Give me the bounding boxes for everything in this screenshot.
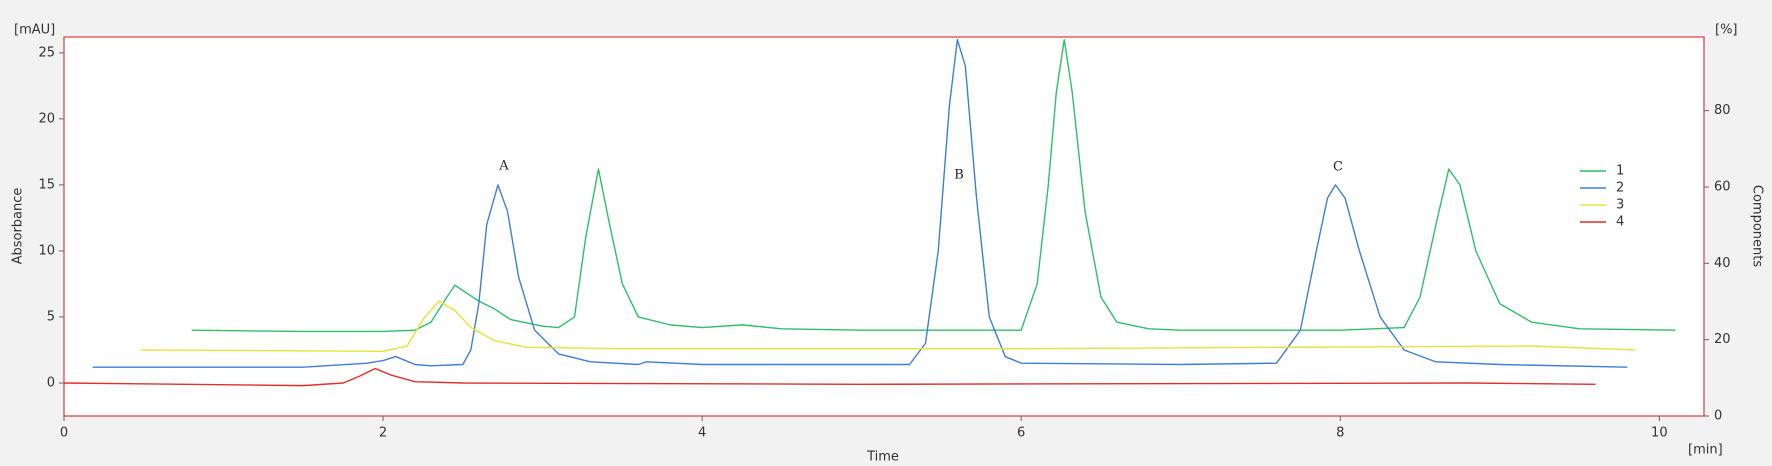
x-tick-label: 4	[698, 426, 706, 441]
series-line	[140, 300, 1636, 352]
x-tick-label: 2	[379, 426, 387, 441]
plot-frame	[63, 36, 1705, 417]
y-tick-label: 20	[38, 111, 55, 126]
x-tick-label: 10	[1651, 426, 1668, 441]
legend-label: 3	[1616, 198, 1624, 213]
x-tick-label: 0	[60, 426, 68, 441]
legend-label: 2	[1616, 181, 1624, 196]
x-axis-label: Time	[866, 450, 899, 465]
series-line	[63, 367, 1596, 387]
legend-label: 4	[1616, 215, 1624, 230]
y-unit: [mAU]	[14, 23, 55, 38]
x-tick-label: 8	[1336, 426, 1344, 441]
y2-tick-label: 80	[1714, 103, 1731, 118]
y2-axis-label: Components	[1750, 185, 1765, 267]
y-tick-label: 0	[47, 375, 55, 390]
y-tick-label: 10	[38, 243, 55, 258]
y-axis-label: Absorbance	[11, 188, 26, 265]
series-line	[191, 38, 1676, 333]
y2-unit: [%]	[1715, 23, 1738, 38]
x-tick-label: 6	[1017, 426, 1025, 441]
y-tick-label: 5	[47, 309, 55, 324]
peak-annotation: B	[954, 168, 964, 183]
peak-annotation: C	[1333, 160, 1343, 175]
y2-tick-label: 60	[1714, 179, 1731, 194]
y2-tick-label: 40	[1714, 256, 1731, 271]
series-line	[92, 38, 1628, 368]
y-tick-label: 25	[38, 45, 55, 60]
y2-tick-label: 20	[1714, 332, 1731, 347]
y-tick-label: 15	[38, 177, 55, 192]
y2-tick-label: 0	[1714, 409, 1722, 424]
legend-label: 1	[1616, 164, 1624, 179]
peak-annotation: A	[498, 159, 509, 174]
x-unit: [min]	[1688, 443, 1723, 458]
